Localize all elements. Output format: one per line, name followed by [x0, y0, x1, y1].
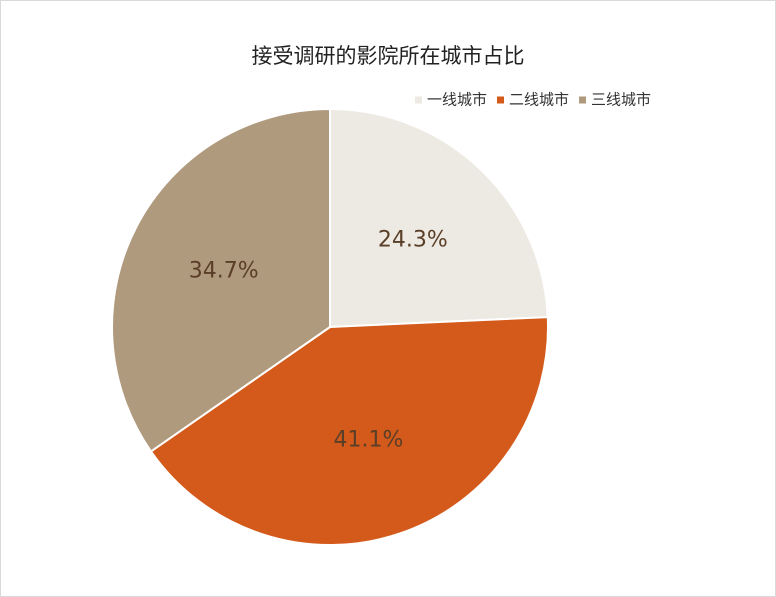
legend-marker: [415, 96, 422, 104]
chart-title: 接受调研的影院所在城市占比: [252, 44, 525, 68]
legend-label: 二线城市: [509, 91, 569, 109]
data-label: 41.1%: [333, 428, 403, 453]
pie-slice: [149, 316, 549, 546]
legend-marker: [497, 96, 505, 104]
legend-marker: [579, 96, 587, 104]
pie-slice: [329, 107, 549, 329]
data-label: 34.7%: [189, 258, 259, 283]
legend-label: 三线城市: [591, 91, 651, 109]
legend-label: 一线城市: [427, 91, 487, 109]
pie-slice: [111, 107, 331, 453]
data-label: 24.3%: [378, 227, 448, 252]
